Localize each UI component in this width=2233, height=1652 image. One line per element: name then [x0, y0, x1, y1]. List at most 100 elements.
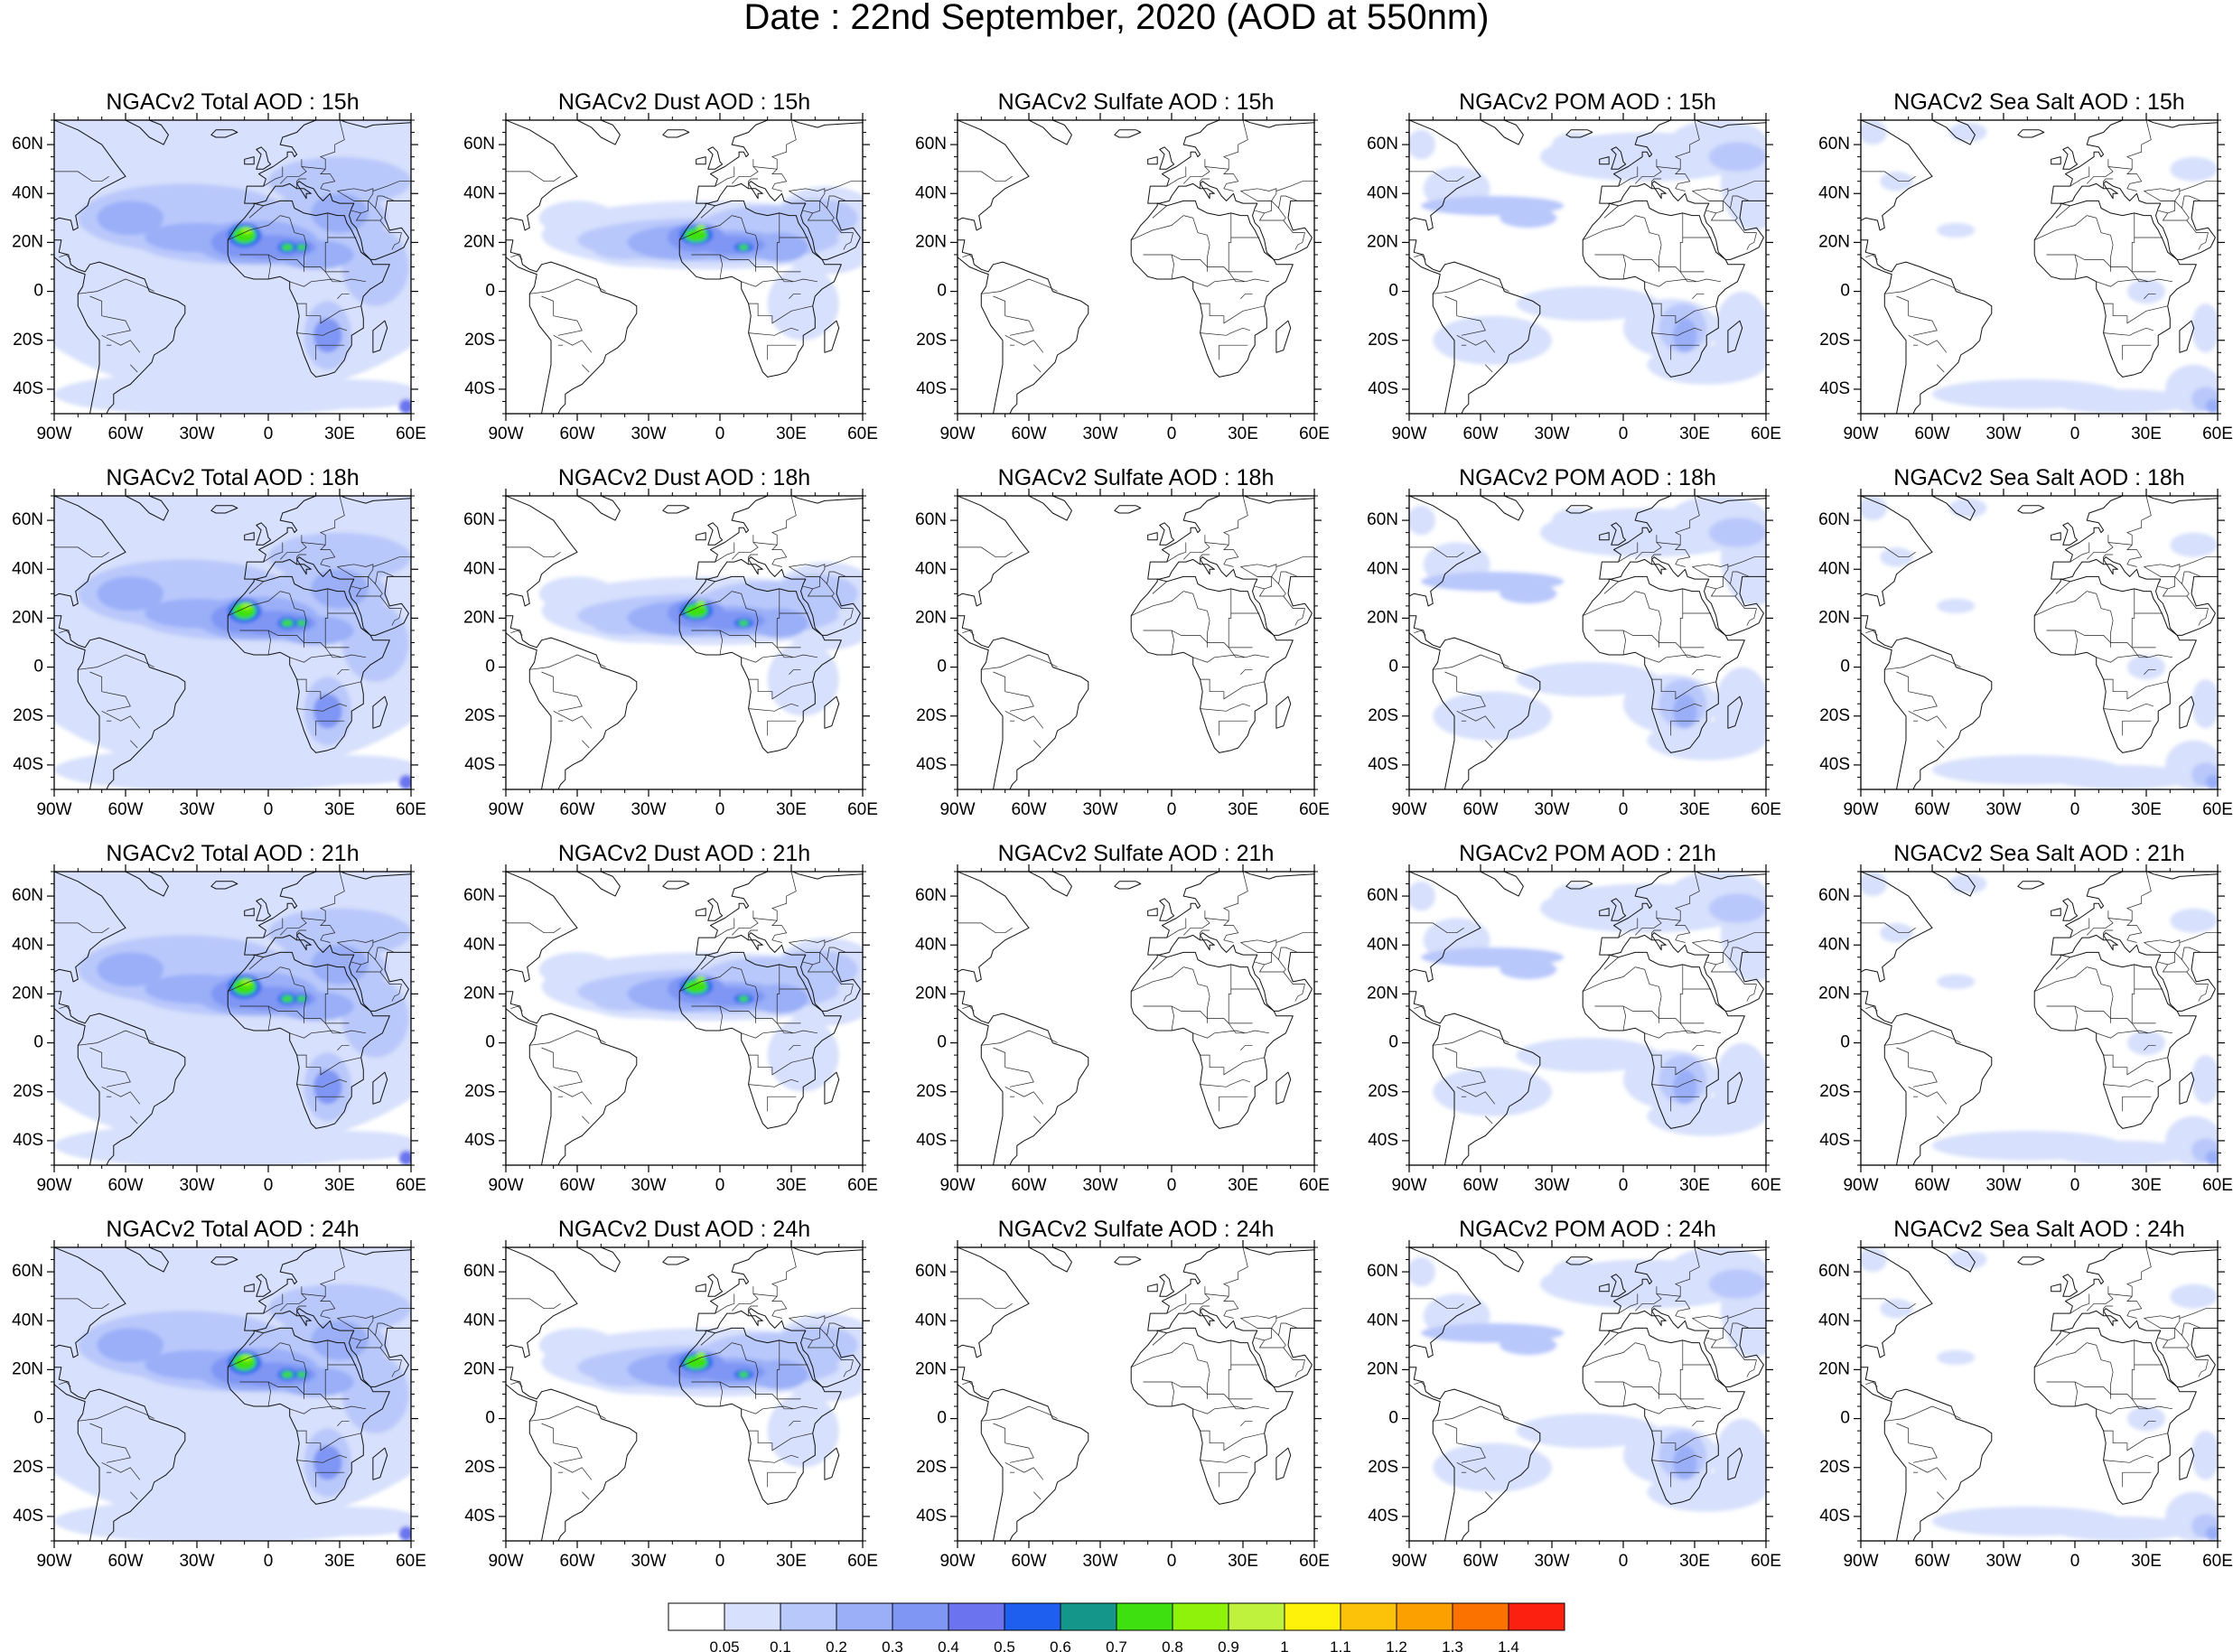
border-line [2158, 1328, 2175, 1341]
border-line [1937, 1491, 1945, 1500]
border-line [248, 205, 264, 219]
border-line [59, 1381, 71, 1387]
aod-plume [1708, 893, 1766, 923]
lon-tick-label: 30E [776, 1176, 807, 1195]
lat-tick-label: 40S [916, 755, 947, 774]
border-line [700, 957, 715, 970]
lon-tick-label: 30E [776, 1552, 807, 1571]
border-line [1865, 254, 1878, 260]
country-borders [1409, 120, 1766, 373]
coastline [1861, 872, 1933, 983]
border-line [1207, 235, 1210, 272]
coastline [1931, 120, 1976, 145]
aod-plume [1880, 546, 1913, 567]
border-line [576, 1405, 606, 1419]
aod-plume [1500, 208, 1557, 229]
coastline [1409, 120, 1481, 231]
border-line [777, 588, 780, 619]
aod-plume [1516, 662, 1659, 697]
aod-plume [1880, 1298, 1913, 1319]
border-line [304, 235, 307, 272]
border-line [748, 1054, 813, 1076]
border-line [1651, 303, 1716, 324]
border-line [1152, 205, 1167, 219]
border-line [1651, 1454, 1703, 1463]
colorbar: 0.05 0.1 0.2 0.3 0.4 0.5 0.6 0.7 0.8 0.9 1 1.1 1.2 1.… [668, 1602, 1565, 1652]
border-line [789, 1420, 801, 1426]
axis-ticks [499, 489, 870, 797]
border-line [324, 1369, 342, 1410]
border-line [130, 1115, 138, 1125]
border-line [1651, 1305, 1662, 1316]
coastline [1861, 120, 1933, 231]
aod-plume [1861, 120, 1887, 145]
coastline [506, 1247, 578, 1358]
coastline [1727, 320, 1743, 353]
border-line [1734, 219, 1757, 233]
aod-plume [738, 995, 750, 1003]
border-line [1651, 703, 1703, 712]
lon-tick-label: 60E [847, 800, 878, 819]
lon-tick-label: 90W [488, 1552, 523, 1571]
border-line [1622, 254, 1626, 280]
border-line [101, 1461, 141, 1480]
aod-plume [311, 193, 369, 233]
aod-plume [538, 576, 616, 611]
coastline [1611, 1274, 1627, 1297]
map-panel-sulfate: NGACv2 Sulfate AOD : 24h 90W 60W 30W 0 30E 60E… [915, 1217, 1330, 1571]
border-line [541, 1047, 555, 1068]
lat-tick-label: 20S [13, 331, 43, 350]
lon-tick-label: 30E [2131, 425, 2162, 443]
lat-tick-label: 0 [1388, 1409, 1398, 1428]
aod-plume [1880, 171, 1913, 191]
border-line [1658, 611, 1662, 648]
border-line [296, 1305, 307, 1316]
colorbar-label: 0.05 [709, 1638, 739, 1652]
lon-tick-label: 30E [776, 425, 807, 443]
border-line [1931, 278, 1961, 292]
border-line [2144, 1044, 2156, 1050]
lat-tick-label: 60N [12, 135, 43, 154]
border-line [2096, 1030, 2173, 1039]
border-line [1480, 278, 1509, 292]
border-line [125, 1405, 154, 1419]
border-line [824, 932, 863, 943]
aod-plume [341, 979, 409, 1058]
border-line [993, 671, 1006, 692]
coastline [1931, 496, 1976, 521]
colorbar-swatch [836, 1602, 893, 1631]
lon-tick-label: 0 [2070, 1552, 2080, 1571]
panel-title: NGACv2 Sea Salt AOD : 15h [1893, 89, 2184, 115]
map-panel-seasalt: NGACv2 Sea Salt AOD : 24h 90W 60W 30W 0 30E 60… [1818, 1217, 2233, 1571]
border-line [280, 591, 304, 611]
border-line [1294, 1359, 1305, 1377]
lon-tick-label: 30W [1985, 1176, 2021, 1195]
colorbar-label: 1.1 [1330, 1638, 1351, 1652]
coastline [2051, 532, 2061, 541]
border-line [101, 710, 141, 729]
lon-tick-label: 60W [559, 425, 594, 443]
border-line [1004, 334, 1044, 353]
border-line [831, 219, 854, 233]
border-line [1444, 671, 1458, 692]
aod-field [1861, 1247, 2218, 1541]
coastline [506, 239, 638, 414]
lat-tick-label: 60N [915, 886, 947, 905]
border-line [1865, 1381, 1878, 1387]
map-background [958, 120, 1314, 414]
aod-plume [1714, 1042, 1766, 1132]
border-line [748, 327, 799, 336]
border-line [1658, 1362, 1662, 1399]
panel-title: NGACv2 Sulfate AOD : 15h [998, 89, 1275, 115]
lat-tick-label: 40N [463, 1311, 495, 1330]
border-line [529, 1030, 578, 1046]
border-line [1258, 212, 1286, 221]
coastline [244, 1283, 255, 1293]
lon-tick-label: 90W [36, 425, 71, 443]
border-line [54, 171, 109, 182]
border-line [741, 654, 818, 663]
lat-tick-label: 20N [1818, 984, 1850, 1003]
border-line [2103, 327, 2154, 336]
panel-grid: NGACv2 Total AOD : 15h 90W 60W 30W 0 30E 60E 60… [12, 89, 2233, 1571]
axis-ticks [950, 1240, 1322, 1548]
